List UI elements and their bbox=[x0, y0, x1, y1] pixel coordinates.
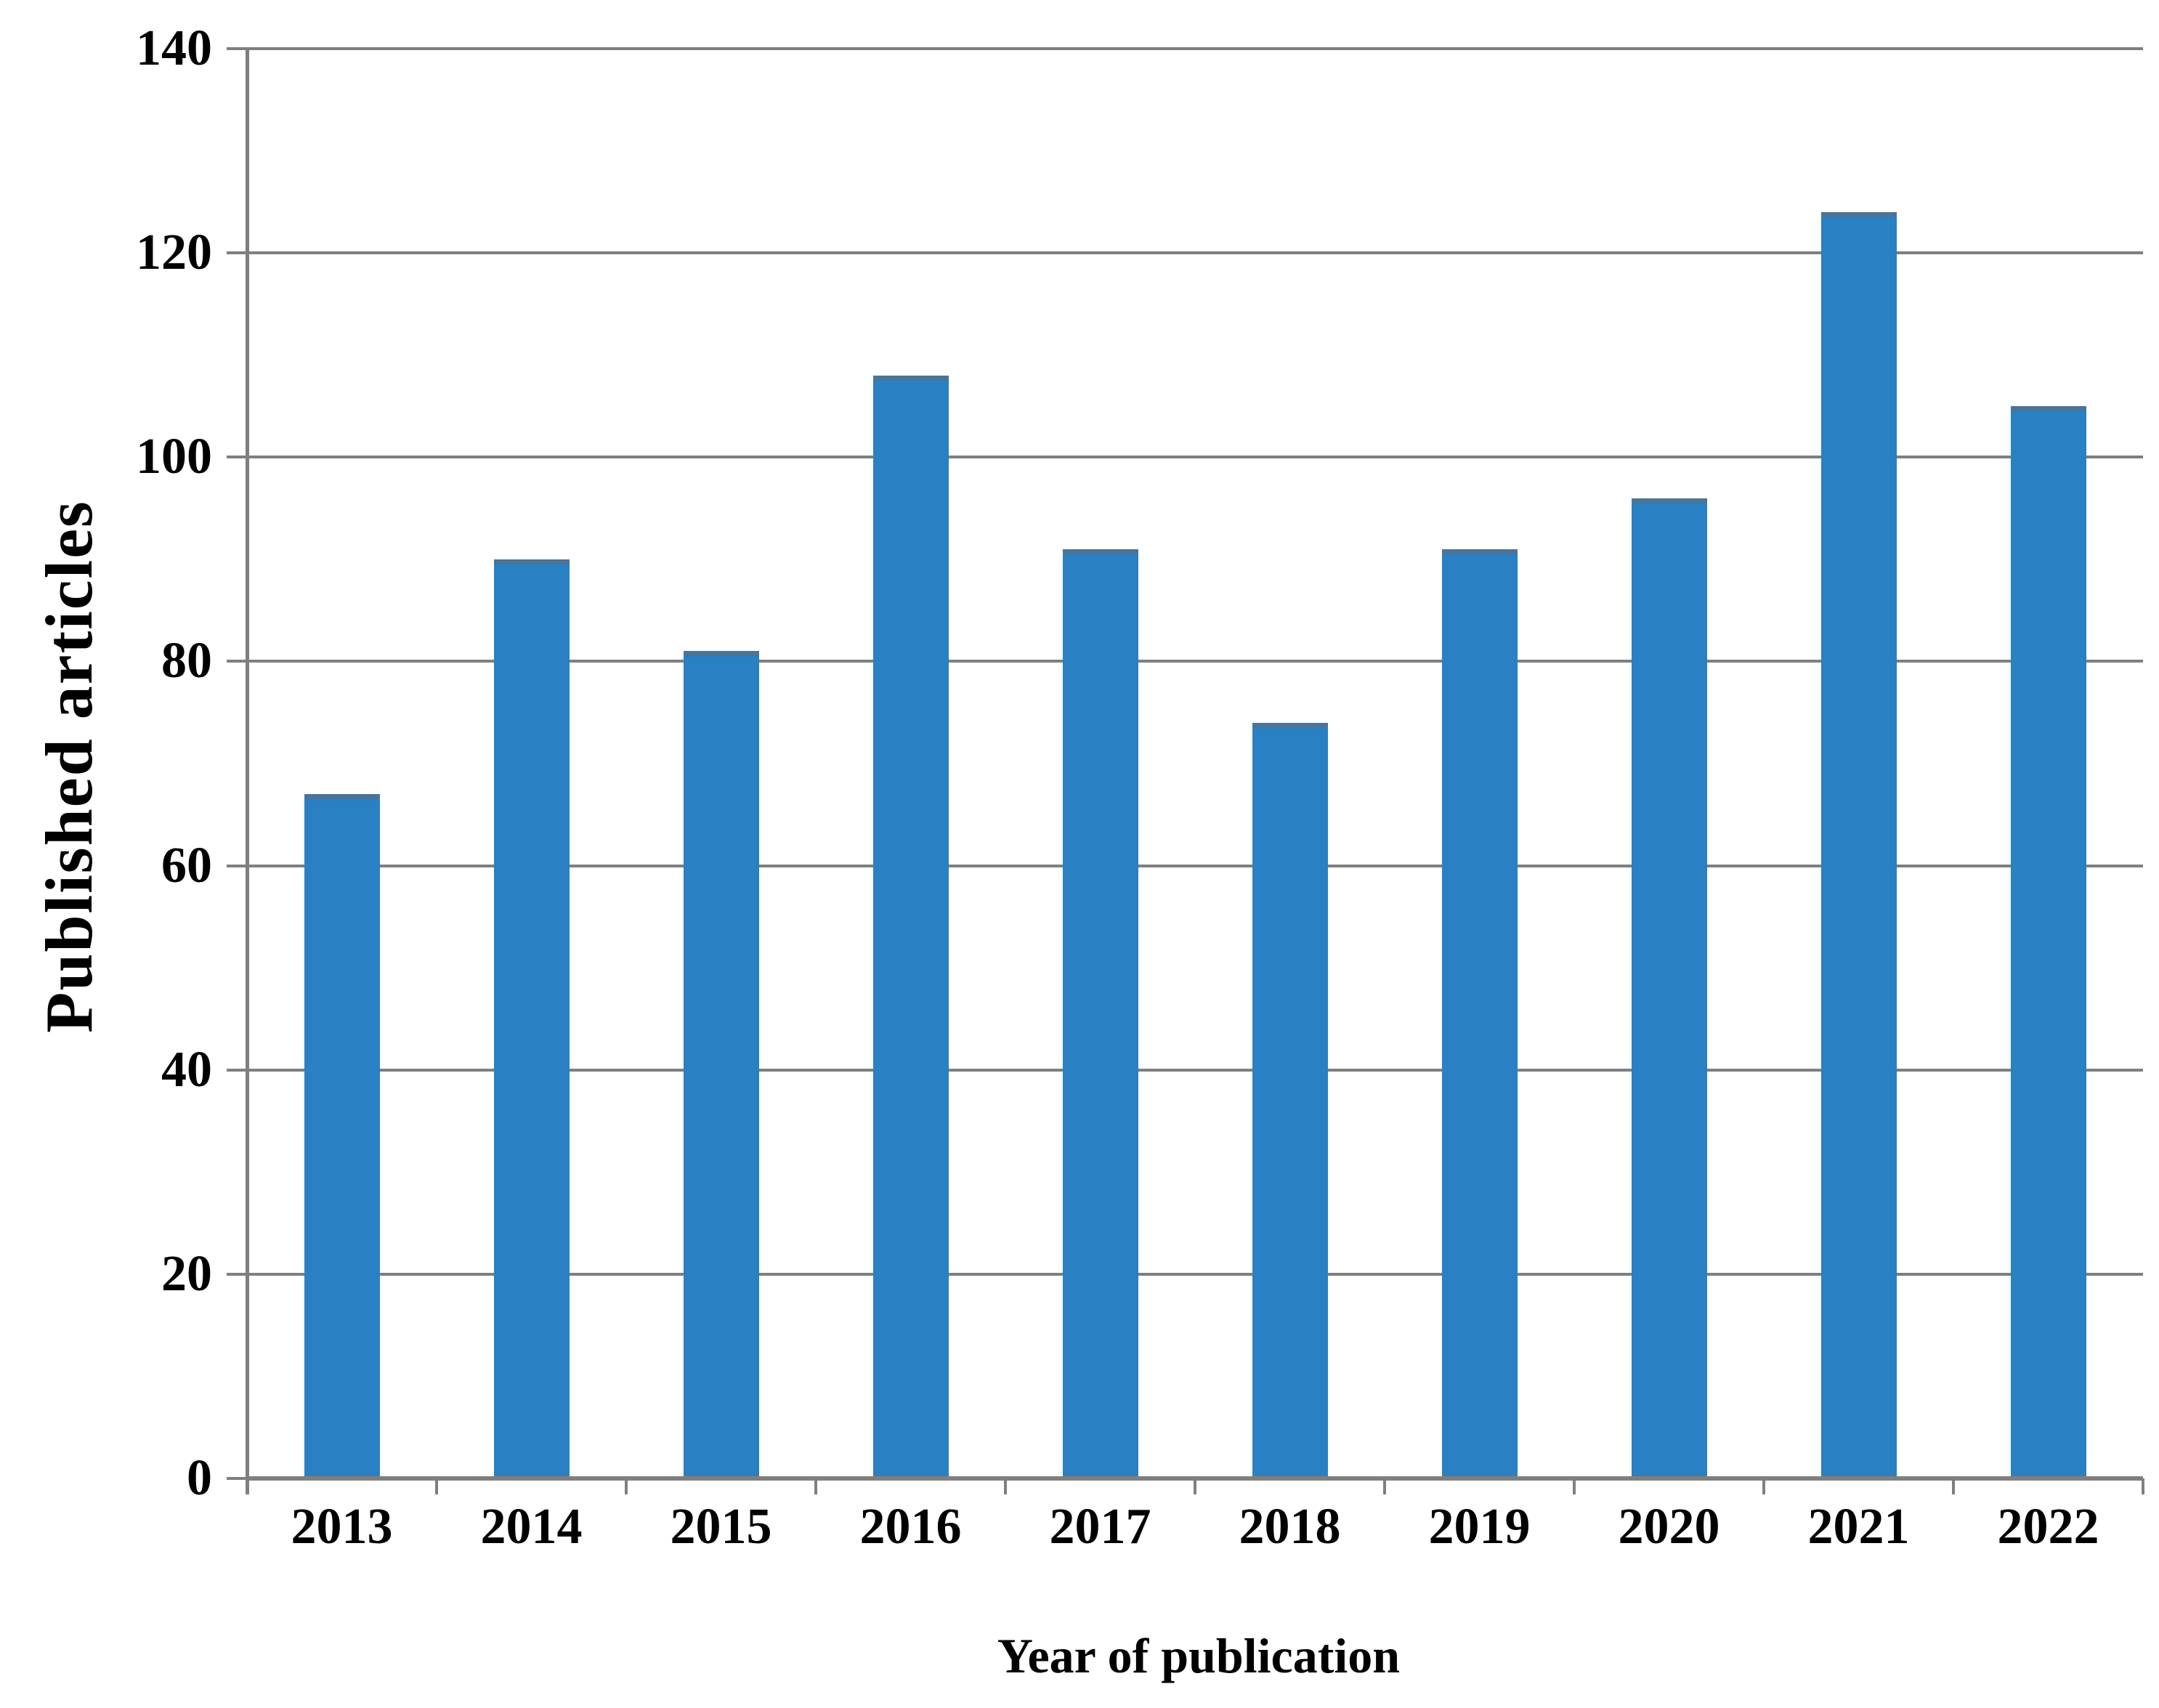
y-tick-label: 60 bbox=[161, 837, 212, 894]
x-axis-tick bbox=[1573, 1478, 1576, 1494]
x-axis-tick bbox=[625, 1478, 628, 1494]
x-tick-label-2021: 2021 bbox=[1807, 1499, 1910, 1555]
bar-2018 bbox=[1252, 722, 1328, 1478]
y-axis-tick bbox=[227, 47, 247, 50]
bar-2019 bbox=[1441, 549, 1518, 1478]
bar-2014 bbox=[493, 559, 570, 1478]
x-axis-tick bbox=[814, 1478, 817, 1494]
x-tick-label-2014: 2014 bbox=[480, 1499, 583, 1555]
gridline-80 bbox=[247, 660, 2143, 663]
y-axis-tick bbox=[227, 251, 247, 255]
bar-2017 bbox=[1062, 549, 1138, 1478]
x-axis-tick bbox=[435, 1478, 438, 1494]
x-axis-tick bbox=[246, 1478, 248, 1494]
y-axis-tick bbox=[227, 864, 247, 867]
y-axis-tick bbox=[227, 1272, 247, 1276]
y-axis-tick bbox=[227, 1068, 247, 1072]
x-axis-tick bbox=[1383, 1478, 1386, 1494]
gridline-120 bbox=[247, 251, 2143, 255]
bar-2016 bbox=[872, 375, 949, 1478]
x-axis-tick bbox=[1004, 1478, 1007, 1494]
y-tick-label: 40 bbox=[161, 1041, 212, 1098]
y-axis-tick bbox=[227, 456, 247, 459]
y-axis-tick bbox=[227, 1477, 247, 1480]
gridline-100 bbox=[247, 456, 2143, 459]
bar-2021 bbox=[1820, 211, 1897, 1478]
y-axis-line bbox=[246, 49, 249, 1494]
plot-area bbox=[247, 47, 2143, 1478]
x-tick-label-2019: 2019 bbox=[1428, 1499, 1531, 1555]
x-axis-tick bbox=[2142, 1478, 2144, 1494]
gridline-40 bbox=[247, 1068, 2143, 1072]
gridline-140 bbox=[247, 47, 2143, 50]
x-axis-tick bbox=[1952, 1478, 1955, 1494]
bar-2022 bbox=[2010, 406, 2086, 1478]
y-tick-label: 80 bbox=[161, 633, 212, 689]
x-tick-label-2017: 2017 bbox=[1049, 1499, 1151, 1555]
bar-2020 bbox=[1631, 498, 1707, 1478]
y-tick-label: 100 bbox=[136, 429, 212, 485]
y-tick-label: 20 bbox=[161, 1245, 212, 1302]
gridline-20 bbox=[247, 1272, 2143, 1276]
x-tick-label-2015: 2015 bbox=[670, 1499, 772, 1555]
x-axis-tick bbox=[1762, 1478, 1765, 1494]
x-axis-title: Year of publication bbox=[997, 1628, 1401, 1683]
y-axis-title: Published articles bbox=[32, 500, 106, 1033]
x-tick-label-2020: 2020 bbox=[1618, 1499, 1720, 1555]
y-tick-label: 140 bbox=[136, 20, 212, 76]
y-tick-label: 0 bbox=[187, 1450, 212, 1506]
x-tick-label-2022: 2022 bbox=[1997, 1499, 2099, 1555]
x-tick-label-2018: 2018 bbox=[1239, 1499, 1341, 1555]
y-axis-tick bbox=[227, 660, 247, 663]
bar-2015 bbox=[683, 651, 759, 1478]
bar-2013 bbox=[304, 794, 380, 1478]
x-axis-tick bbox=[1194, 1478, 1196, 1494]
x-tick-label-2013: 2013 bbox=[291, 1499, 393, 1555]
x-tick-label-2016: 2016 bbox=[859, 1499, 962, 1555]
y-tick-label: 120 bbox=[136, 224, 212, 281]
gridline-60 bbox=[247, 864, 2143, 867]
